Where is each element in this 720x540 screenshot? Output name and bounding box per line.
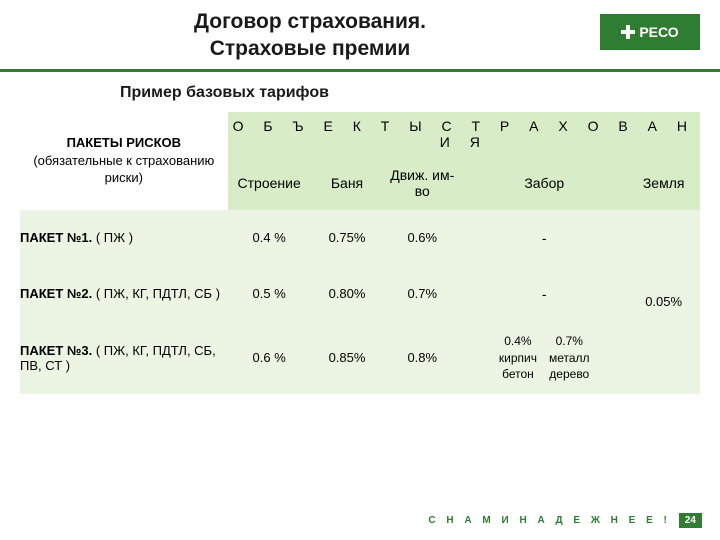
col-head-4: Земля	[627, 156, 700, 210]
col-head-3: Забор	[461, 156, 627, 210]
col-head-2: Движ. им-во	[383, 156, 461, 210]
risks-header: ПАКЕТЫ РИСКОВ	[67, 135, 181, 150]
title-block: Договор страхования. Страховые премии	[20, 8, 600, 69]
subtitle: Пример базовых тарифов	[0, 72, 720, 112]
footer-slogan: С Н А М И Н А Д Е Ж Н Е Е !	[428, 515, 670, 526]
fence-c1t2: бетон	[499, 366, 537, 382]
row-2-c2: 0.8%	[383, 322, 461, 394]
fence-c2t1: металл	[549, 350, 590, 366]
fence-c1v: 0.4%	[499, 333, 537, 349]
row-1-c1: 0.80%	[311, 266, 384, 322]
row-1-c3: -	[461, 266, 627, 322]
footer: С Н А М И Н А Д Е Ж Н Е Е ! 24	[428, 513, 702, 528]
row-0-c0: 0.4 %	[228, 210, 311, 266]
row-0-c3: -	[461, 210, 627, 266]
logo-cross-icon	[621, 25, 635, 39]
risks-header-cell: ПАКЕТЫ РИСКОВ (обязательные к страховани…	[20, 112, 228, 210]
col-head-0: Строение	[228, 156, 311, 210]
row-2-label: ПАКЕТ №3. ( ПЖ, КГ, ПДТЛ, СБ, ПВ, СТ )	[20, 322, 228, 394]
row-1-c0: 0.5 %	[228, 266, 311, 322]
row-1-c2: 0.7%	[383, 266, 461, 322]
header: Договор страхования. Страховые премии РЕ…	[0, 0, 720, 72]
fence-c2v: 0.7%	[549, 333, 590, 349]
land-value: 0.05%	[627, 210, 700, 394]
col-head-1: Баня	[311, 156, 384, 210]
logo-text: РЕСО	[639, 24, 678, 40]
row-0-label: ПАКЕТ №1. ( ПЖ )	[20, 210, 228, 266]
title-line-1: Договор страхования.	[20, 8, 600, 35]
reso-logo: РЕСО	[600, 14, 700, 50]
row-2-c1: 0.85%	[311, 322, 384, 394]
tariff-table: ПАКЕТЫ РИСКОВ (обязательные к страховани…	[20, 112, 700, 394]
row-0-c1: 0.75%	[311, 210, 384, 266]
row-2-fence: 0.4% кирпич бетон 0.7% металл дерево	[461, 322, 627, 394]
row-1-label: ПАКЕТ №2. ( ПЖ, КГ, ПДТЛ, СБ )	[20, 266, 228, 322]
row-0-c2: 0.6%	[383, 210, 461, 266]
title-line-2: Страховые премии	[20, 35, 600, 62]
fence-c1t1: кирпич	[499, 350, 537, 366]
risks-sub: (обязательные к страхованию риски)	[33, 153, 214, 186]
fence-c2t2: дерево	[549, 366, 590, 382]
page-number: 24	[679, 513, 702, 528]
logo-wrap: РЕСО	[600, 8, 700, 50]
row-2-c0: 0.6 %	[228, 322, 311, 394]
objects-header: О Б Ъ Е К Т Ы С Т Р А Х О В А Н И Я	[228, 112, 700, 156]
